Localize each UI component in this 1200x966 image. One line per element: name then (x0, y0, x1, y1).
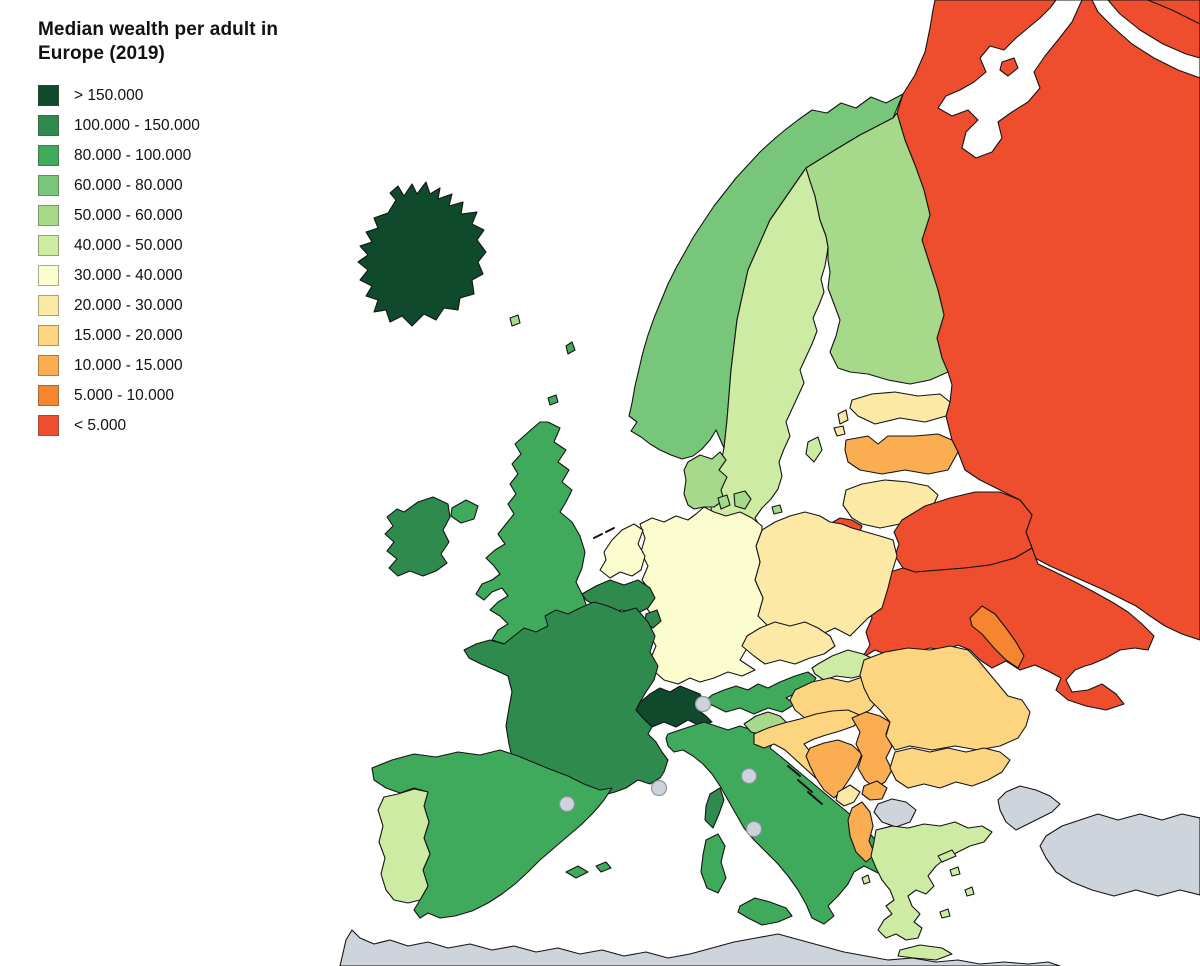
legend-label: 10.000 - 15.000 (74, 356, 183, 374)
legend-swatch (38, 325, 59, 347)
legend-item: 30.000 - 40.000 (38, 261, 308, 291)
legend-swatch (38, 235, 59, 257)
funen-island (717, 494, 731, 510)
country-turkey-europe (997, 785, 1061, 831)
microstate-dot-san-marino (740, 767, 758, 785)
country-turkey-anatolia (1039, 813, 1200, 897)
microstate-dot-monaco (650, 779, 668, 797)
legend-item: 40.000 - 50.000 (38, 231, 308, 261)
legend-label: 40.000 - 50.000 (74, 236, 183, 254)
legend-label: < 5.000 (74, 416, 127, 434)
country-bulgaria (889, 747, 1011, 789)
country-united-kingdom (475, 421, 589, 645)
legend-swatch (38, 115, 59, 137)
microstate-dot-liechtenstein (694, 695, 712, 713)
country-moldova (969, 605, 1025, 669)
legend-item: 5.000 - 10.000 (38, 381, 308, 411)
legend-item: 60.000 - 80.000 (38, 171, 308, 201)
country-kosovo (861, 780, 888, 801)
aegean-island-1 (949, 866, 961, 877)
country-ukraine (861, 547, 1155, 711)
country-serbia (851, 711, 893, 789)
menorca-island (595, 861, 612, 873)
country-bosnia (805, 739, 863, 799)
legend-item: 10.000 - 15.000 (38, 351, 308, 381)
aegean-island-2 (964, 886, 975, 897)
country-switzerland (635, 685, 713, 728)
dalmatian-islets (787, 765, 823, 805)
legend-items: > 150.000 100.000 - 150.000 80.000 - 100… (38, 81, 308, 441)
crete-island (897, 944, 953, 961)
northern-ireland (450, 499, 479, 524)
legend-label: > 150.000 (74, 86, 144, 104)
white-sea-islet (999, 57, 1019, 77)
legend-label: 30.000 - 40.000 (74, 266, 183, 284)
country-romania (859, 645, 1031, 751)
legend-swatch (38, 175, 59, 197)
legend-item: < 5.000 (38, 411, 308, 441)
country-finland (805, 112, 949, 385)
legend-swatch (38, 385, 59, 407)
microstate-dots (558, 695, 763, 838)
legend-swatch (38, 355, 59, 377)
legend-label: 50.000 - 60.000 (74, 206, 183, 224)
country-estonia (849, 391, 951, 425)
legend-item: 50.000 - 60.000 (38, 201, 308, 231)
sicily-island (737, 897, 793, 926)
country-netherlands (599, 523, 646, 579)
country-iceland (357, 181, 487, 327)
legend-label: 100.000 - 150.000 (74, 116, 200, 134)
country-portugal (377, 788, 431, 904)
zealand-island (733, 490, 752, 510)
corsica-island (704, 787, 725, 829)
euboea-island (937, 849, 957, 863)
map-title: Median wealth per adult in Europe (2019) (38, 19, 279, 65)
legend-label: 15.000 - 20.000 (74, 326, 183, 344)
legend-label: 20.000 - 30.000 (74, 296, 183, 314)
country-hungary (789, 675, 886, 725)
microstate-dot-andorra (558, 795, 576, 813)
country-montenegro (835, 784, 861, 807)
legend-swatch (38, 145, 59, 167)
arctic-island (1147, 0, 1200, 25)
ionian-island (861, 874, 871, 885)
legend-swatch (38, 415, 59, 437)
mallorca-island (565, 865, 589, 879)
white-sea (937, 0, 1083, 159)
legend-swatch (38, 265, 59, 287)
country-czechia (741, 621, 836, 665)
country-greece (870, 821, 993, 941)
legend-item: 15.000 - 20.000 (38, 321, 308, 351)
legend-label: 80.000 - 100.000 (74, 146, 192, 164)
legend-item: 80.000 - 100.000 (38, 141, 308, 171)
country-germany (639, 506, 771, 685)
legend-swatch (38, 295, 59, 317)
legend-swatch (38, 205, 59, 227)
hiiumaa-island (833, 425, 846, 437)
legend-item: 20.000 - 30.000 (38, 291, 308, 321)
legend-label: 5.000 - 10.000 (74, 386, 174, 404)
faroe-islands (509, 314, 521, 327)
microstate-dot-vatican-city (745, 820, 763, 838)
barents-sea-channel (1091, 0, 1200, 79)
country-ireland (384, 496, 451, 577)
legend-label: 60.000 - 80.000 (74, 176, 183, 194)
saaremaa-island (837, 409, 849, 425)
legend-item: > 150.000 (38, 81, 308, 111)
frisian-islets (593, 527, 615, 539)
orkney-islands (547, 394, 559, 406)
legend-swatch (38, 85, 59, 107)
region-north-africa (339, 929, 1061, 966)
country-latvia (844, 433, 959, 475)
sardinia-island (700, 833, 727, 894)
aegean-island-3 (939, 908, 951, 919)
legend-item: 100.000 - 150.000 (38, 111, 308, 141)
gotland-island (805, 436, 823, 463)
legend: Median wealth per adult in Europe (2019)… (38, 18, 308, 441)
shetland-islands (565, 341, 576, 355)
bornholm-island (771, 504, 783, 515)
country-north-macedonia (873, 798, 917, 828)
